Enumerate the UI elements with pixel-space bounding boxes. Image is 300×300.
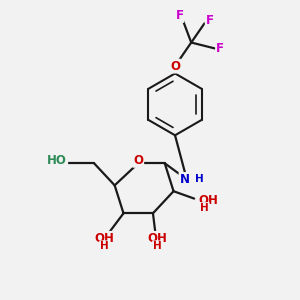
Text: H: H: [153, 241, 162, 251]
Text: H: H: [195, 174, 203, 184]
Text: OH: OH: [147, 232, 167, 245]
Text: N: N: [179, 173, 190, 186]
Text: OH: OH: [94, 232, 114, 245]
Text: OH: OH: [199, 194, 218, 207]
Text: H: H: [200, 203, 209, 213]
Text: O: O: [133, 154, 143, 167]
Text: F: F: [176, 9, 183, 22]
Text: HO: HO: [47, 154, 67, 167]
Text: O: O: [170, 60, 180, 73]
Text: F: F: [206, 14, 214, 27]
Text: H: H: [100, 241, 109, 251]
Text: F: F: [216, 42, 224, 55]
